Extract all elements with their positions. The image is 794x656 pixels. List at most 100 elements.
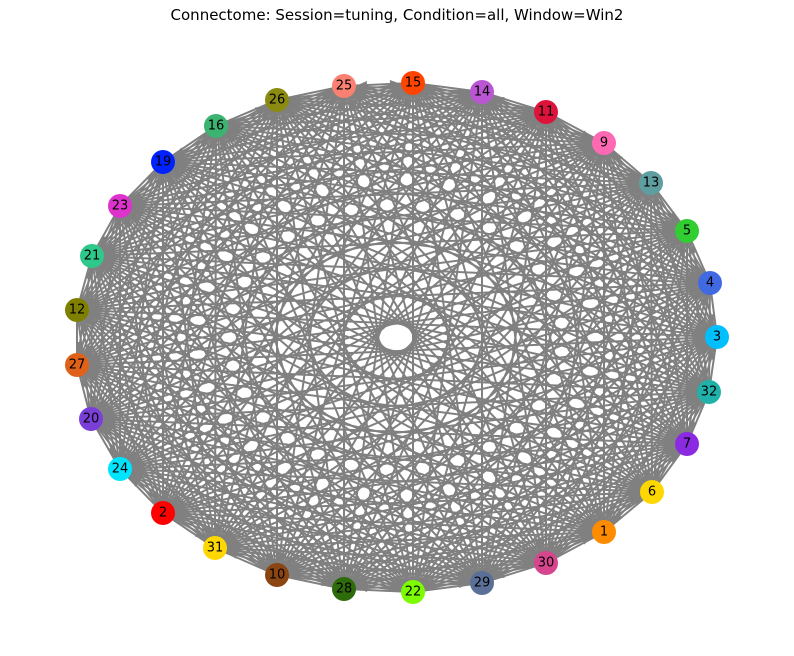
arrowhead-1-5 <box>677 243 685 255</box>
node-28: 28 <box>332 577 356 601</box>
arrowhead-13-10 <box>285 555 296 566</box>
node-10: 10 <box>265 563 289 587</box>
arrowhead-9-14 <box>493 97 505 105</box>
arrowhead-5-3 <box>706 313 715 325</box>
arrowhead-23-30 <box>525 545 537 555</box>
node-23: 23 <box>108 194 132 218</box>
arrowhead-25-15 <box>389 80 401 88</box>
edge-29-21 <box>91 255 483 584</box>
arrowhead-10-20 <box>100 427 112 437</box>
node-circle-11 <box>534 100 558 124</box>
arrowhead-32-23 <box>132 209 144 217</box>
edge-9-23 <box>119 142 605 207</box>
edge-2-16 <box>162 125 217 514</box>
node-circle-19 <box>151 150 175 174</box>
arrowhead-28-5 <box>668 240 679 251</box>
arrowhead-14-1 <box>594 508 602 520</box>
arrowhead-22-16 <box>221 137 229 149</box>
arrowhead-15-25 <box>356 81 368 89</box>
edge-27-23 <box>76 205 121 366</box>
arrowhead-1-29 <box>493 570 505 578</box>
arrowhead-1-31 <box>227 543 239 552</box>
node-27: 27 <box>65 353 89 377</box>
arrowhead-21-29 <box>461 565 473 575</box>
node-4: 4 <box>698 271 722 295</box>
arrowhead-29-3 <box>698 346 709 357</box>
arrowhead-32-25 <box>353 94 365 104</box>
edge-30-12 <box>76 309 547 564</box>
arrowhead-11-22 <box>415 568 423 580</box>
arrowhead-9-27 <box>88 352 100 360</box>
edge-22-25 <box>343 85 414 593</box>
edge-2-25 <box>162 85 345 514</box>
edge-27-25 <box>76 85 345 366</box>
arrowhead-14-9 <box>581 130 593 138</box>
edge-31-19 <box>162 161 216 549</box>
arrowhead-31-21 <box>97 267 105 279</box>
node-circle-10 <box>265 563 289 587</box>
arrowhead-10-13 <box>632 192 643 203</box>
arrowhead-13-23 <box>132 201 144 210</box>
node-circle-5 <box>675 219 699 243</box>
arrowhead-4-16 <box>228 129 240 137</box>
edge-12-25 <box>76 85 345 311</box>
arrowhead-29-21 <box>101 264 113 274</box>
arrowhead-3-19 <box>175 165 187 173</box>
arrowhead-7-26 <box>286 108 298 118</box>
arrowhead-7-9 <box>606 155 614 167</box>
node-label-4: 4 <box>706 276 714 291</box>
node-14: 14 <box>470 80 494 104</box>
arrowhead-20-25 <box>326 96 337 107</box>
node-label-6: 6 <box>648 485 656 500</box>
arrowhead-1-14 <box>484 104 492 116</box>
node-label-10: 10 <box>269 568 286 583</box>
node-29: 29 <box>470 571 494 595</box>
edge-5-26 <box>276 99 688 232</box>
arrowhead-3-7 <box>689 420 698 432</box>
edge-13-25 <box>343 85 652 184</box>
node-7: 7 <box>675 432 699 456</box>
node-circle-7 <box>675 432 699 456</box>
node-16: 16 <box>204 114 228 138</box>
edge-7-16 <box>215 125 688 445</box>
arrowhead-25-30 <box>533 540 541 552</box>
arrowhead-32-13 <box>653 195 662 207</box>
arrowhead-13-32 <box>698 368 707 380</box>
arrowhead-5-28 <box>352 569 363 580</box>
arrowhead-24-7 <box>663 441 675 450</box>
arrowhead-28-31 <box>227 551 239 559</box>
node-11: 11 <box>534 100 558 124</box>
edge-20-25 <box>90 85 345 420</box>
arrowhead-23-13 <box>627 179 639 188</box>
edge-11-25 <box>343 85 547 113</box>
node-31: 31 <box>203 536 227 560</box>
arrowhead-14-21 <box>103 243 115 251</box>
arrowhead-11-12 <box>88 297 100 305</box>
arrowhead-21-7 <box>663 433 675 441</box>
arrowhead-28-19 <box>168 173 176 185</box>
arrowhead-26-19 <box>174 147 186 156</box>
arrowhead-19-21 <box>99 235 110 246</box>
arrowhead-16-11 <box>522 108 534 117</box>
arrowhead-25-23 <box>131 191 143 200</box>
edge-7-25 <box>343 85 688 445</box>
arrowhead-10-15 <box>403 95 411 107</box>
edge-5-19 <box>162 161 688 232</box>
arrowhead-29-26 <box>282 111 290 123</box>
node-circle-22 <box>401 580 425 604</box>
arrowhead-2-16 <box>208 138 217 150</box>
node-circle-9 <box>592 131 616 155</box>
edge-1-20 <box>90 418 605 533</box>
arrowhead-14-26 <box>289 95 301 104</box>
arrowhead-4-12 <box>89 305 101 314</box>
arrowhead-5-21 <box>104 251 116 260</box>
edge-28-27 <box>76 364 345 590</box>
arrowhead-26-7 <box>666 426 678 436</box>
edge-10-23 <box>119 205 278 576</box>
arrowhead-11-2 <box>171 493 182 504</box>
node-circle-29 <box>470 571 494 595</box>
edge-9-4 <box>603 142 711 284</box>
node-label-27: 27 <box>69 358 86 373</box>
edge-24-26 <box>119 99 278 470</box>
arrowhead-23-15 <box>390 88 402 96</box>
